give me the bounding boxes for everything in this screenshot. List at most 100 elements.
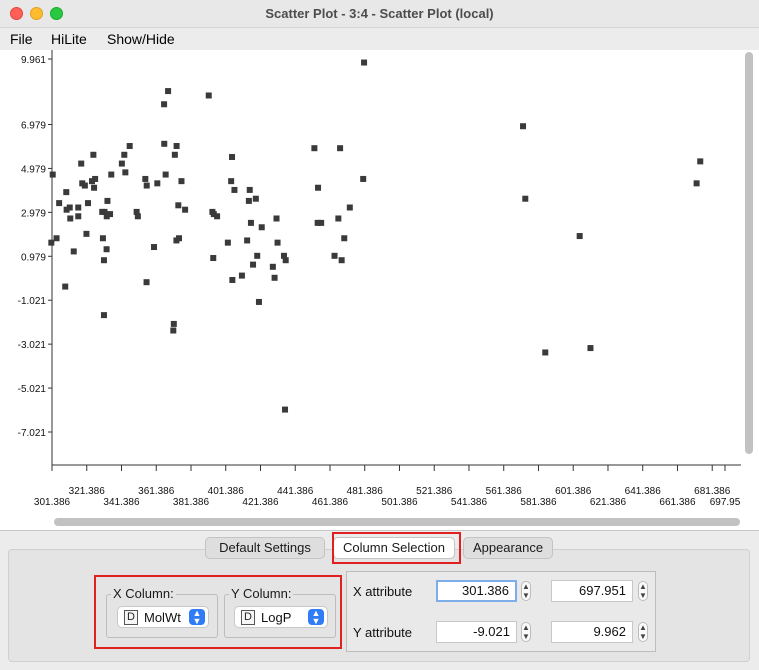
x-tick-label: 681.386 <box>694 486 731 497</box>
data-point <box>697 158 704 165</box>
data-point <box>314 219 321 226</box>
minimize-window-button[interactable] <box>30 7 43 20</box>
tab-appearance[interactable]: Appearance <box>463 537 553 559</box>
data-point <box>99 235 106 242</box>
x-attribute-label: X attribute <box>353 584 413 599</box>
x-tick-label: 301.386 <box>34 497 71 508</box>
scatter-plot-area[interactable]: 9.961 6.979 4.979 2.979 0.979 -1.021 -3.021 -5.… <box>0 50 759 531</box>
data-point <box>214 213 221 220</box>
data-point <box>244 237 251 244</box>
data-point <box>522 195 529 202</box>
menu-hilite[interactable]: HiLite <box>51 31 87 47</box>
y-attribute-label: Y attribute <box>353 625 413 640</box>
x-tick-label: 461.386 <box>312 497 349 508</box>
data-point <box>48 239 55 246</box>
vertical-scrollbar[interactable] <box>745 52 753 454</box>
data-point <box>520 123 527 130</box>
data-point <box>182 206 189 213</box>
chevron-up-down-icon: ▲ ▼ <box>189 609 205 626</box>
x-max-field[interactable]: 697.951 <box>551 580 633 602</box>
title-bar: Scatter Plot - 3:4 - Scatter Plot (local… <box>0 0 759 28</box>
data-point <box>162 171 169 178</box>
data-point <box>228 178 235 185</box>
data-point <box>118 160 125 167</box>
y-column-select[interactable]: D LogP ▲ ▼ <box>234 606 328 628</box>
data-point <box>176 235 183 242</box>
data-point <box>175 202 182 209</box>
data-point <box>338 257 345 264</box>
data-point <box>100 312 107 319</box>
x-tick-label: 661.386 <box>659 497 696 508</box>
y-max-field[interactable]: 9.962 <box>551 621 633 643</box>
data-point <box>154 180 161 187</box>
data-point <box>280 252 287 259</box>
data-point <box>173 143 180 150</box>
scatter-plot-chart[interactable]: 9.961 6.979 4.979 2.979 0.979 -1.021 -3.021 -5.… <box>0 50 759 531</box>
data-point <box>587 345 594 352</box>
data-point <box>205 92 212 99</box>
data-point <box>53 235 60 242</box>
data-point <box>229 153 236 160</box>
data-point <box>171 151 178 158</box>
data-point <box>252 195 259 202</box>
x-column-value: MolWt <box>144 610 181 625</box>
y-tick-label: -1.021 <box>18 296 47 307</box>
y-min-stepper[interactable]: ▲ ▼ <box>521 622 531 642</box>
data-point <box>273 215 280 222</box>
data-point <box>90 151 97 158</box>
data-point <box>100 257 107 264</box>
data-point <box>92 175 99 182</box>
y-tick-label: -7.021 <box>18 428 47 439</box>
x-min-stepper[interactable]: ▲ ▼ <box>521 581 531 601</box>
x-tick-label: 501.386 <box>381 497 418 508</box>
data-point <box>282 406 289 413</box>
data-point <box>318 219 325 226</box>
menu-show-hide[interactable]: Show/Hide <box>107 31 175 47</box>
tab-column-selection[interactable]: Column Selection <box>333 537 455 559</box>
close-window-button[interactable] <box>10 7 23 20</box>
x-tick-label: 421.386 <box>242 497 279 508</box>
data-point <box>170 320 177 327</box>
x-min-field[interactable]: 301.386 <box>436 580 517 602</box>
y-max-stepper[interactable]: ▲ ▼ <box>638 622 648 642</box>
x-tick-label: 521.386 <box>416 486 453 497</box>
data-point <box>361 59 368 66</box>
y-tick-label: 4.979 <box>21 164 46 175</box>
data-point <box>360 175 367 182</box>
x-tick-label: 401.386 <box>208 486 245 497</box>
data-point <box>274 239 281 246</box>
x-tick-label: 441.386 <box>277 486 314 497</box>
data-point <box>143 182 150 189</box>
data-point <box>104 197 111 204</box>
zoom-window-button[interactable] <box>50 7 63 20</box>
window-title: Scatter Plot - 3:4 - Scatter Plot (local… <box>265 6 494 21</box>
data-point <box>224 239 231 246</box>
chevron-up-down-icon: ▲ ▼ <box>308 609 324 626</box>
data-point <box>245 197 252 204</box>
x-column-select[interactable]: D MolWt ▲ ▼ <box>117 606 209 628</box>
data-point <box>75 213 82 220</box>
y-double-type-icon: D <box>241 610 255 625</box>
x-tick-label: 641.386 <box>625 486 662 497</box>
data-point <box>231 186 238 193</box>
column-groups-highlight <box>94 575 342 649</box>
data-point <box>133 208 140 215</box>
data-point <box>161 101 168 108</box>
x-tick-label: 381.386 <box>173 497 210 508</box>
data-point <box>67 215 74 222</box>
horizontal-scrollbar[interactable] <box>54 518 740 526</box>
y-tick-label: -5.021 <box>18 384 47 395</box>
tab-default-settings[interactable]: Default Settings <box>205 537 325 559</box>
data-point <box>108 171 115 178</box>
data-point <box>63 189 70 196</box>
data-point <box>143 279 150 286</box>
data-point <box>101 208 108 215</box>
x-max-stepper[interactable]: ▲ ▼ <box>638 581 648 601</box>
data-point <box>170 327 177 334</box>
data-point <box>63 206 70 213</box>
menu-file[interactable]: File <box>10 31 33 47</box>
column-selection-tab-highlight <box>332 532 461 564</box>
data-point <box>250 261 257 268</box>
x-tick-label: 561.386 <box>486 486 523 497</box>
y-min-field[interactable]: -9.021 <box>436 621 517 643</box>
